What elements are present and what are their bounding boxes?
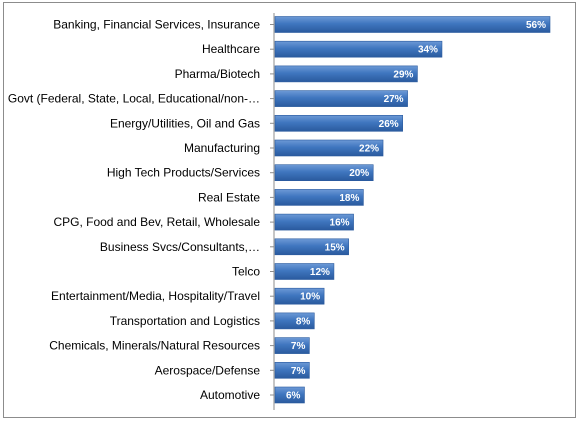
bar	[274, 263, 335, 280]
data-label: 26%	[379, 119, 399, 130]
category-label: Banking, Financial Services, Insurance	[53, 18, 260, 32]
category-label: Aerospace/Defense	[155, 363, 261, 377]
category-label: Real Estate	[198, 190, 260, 204]
category-label: CPG, Food and Bev, Retail, Wholesale	[53, 215, 260, 229]
bar	[274, 287, 325, 305]
data-label: 27%	[384, 94, 404, 105]
bar	[274, 90, 408, 107]
data-label: 22%	[359, 144, 379, 155]
data-label: 29%	[393, 69, 413, 80]
bar	[274, 337, 310, 354]
bar	[274, 213, 354, 231]
data-label: 8%	[296, 316, 311, 327]
category-label: High Tech Products/Services	[107, 166, 260, 180]
category-label: Manufacturing	[184, 141, 260, 155]
bar	[274, 238, 349, 256]
bar	[274, 164, 374, 181]
data-label: 56%	[526, 20, 546, 31]
bar	[274, 115, 403, 132]
data-label: 6%	[286, 391, 301, 402]
category-label: Pharma/Biotech	[175, 67, 260, 81]
category-label: Chemicals, Minerals/Natural Resources	[49, 339, 260, 353]
bar	[274, 312, 315, 330]
data-label: 10%	[300, 292, 320, 303]
category-label: Automotive	[200, 388, 260, 402]
category-label: Telco	[232, 265, 260, 279]
data-label: 20%	[349, 168, 369, 179]
data-label: 34%	[418, 45, 438, 56]
category-label: Entertainment/Media, Hospitality/Travel	[51, 289, 260, 303]
bar	[274, 139, 384, 157]
bar	[274, 65, 418, 83]
data-label: 18%	[339, 193, 359, 204]
category-label: Healthcare	[202, 42, 260, 56]
data-label: 16%	[330, 218, 350, 229]
bar-series: Banking, Financial Services, Insurance 56…	[8, 16, 551, 404]
bar	[274, 189, 364, 206]
data-label: 7%	[291, 366, 306, 377]
bar	[274, 361, 310, 379]
category-label: Business Svcs/Consultants,…	[100, 240, 260, 254]
data-label: 7%	[291, 341, 306, 352]
category-label: Energy/Utilities, Oil and Gas	[110, 116, 260, 130]
bar	[274, 40, 443, 58]
data-label: 15%	[325, 242, 345, 253]
category-label: Govt (Federal, State, Local, Educational…	[8, 92, 260, 106]
data-label: 12%	[310, 267, 330, 278]
bar	[274, 386, 305, 404]
category-label: Transportation and Logistics	[110, 314, 260, 328]
bar	[274, 16, 551, 33]
